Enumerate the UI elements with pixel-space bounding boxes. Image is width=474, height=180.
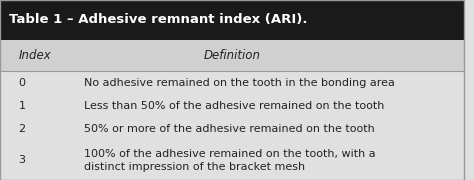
Text: 100% of the adhesive remained on the tooth, with a
distinct impression of the br: 100% of the adhesive remained on the too…	[83, 149, 375, 172]
Text: 3: 3	[18, 155, 26, 165]
Text: Index: Index	[18, 49, 51, 62]
FancyBboxPatch shape	[0, 117, 465, 140]
Text: Table 1 – Adhesive remnant index (ARI).: Table 1 – Adhesive remnant index (ARI).	[9, 13, 308, 26]
Text: Definition: Definition	[204, 49, 261, 62]
Text: 50% or more of the adhesive remained on the tooth: 50% or more of the adhesive remained on …	[83, 124, 374, 134]
FancyBboxPatch shape	[0, 71, 465, 94]
FancyBboxPatch shape	[0, 94, 465, 117]
Text: 2: 2	[18, 124, 26, 134]
FancyBboxPatch shape	[0, 140, 465, 180]
Text: No adhesive remained on the tooth in the bonding area: No adhesive remained on the tooth in the…	[83, 78, 394, 88]
Text: 0: 0	[18, 78, 26, 88]
Text: Less than 50% of the adhesive remained on the tooth: Less than 50% of the adhesive remained o…	[83, 101, 384, 111]
FancyBboxPatch shape	[0, 40, 465, 71]
Text: 1: 1	[18, 101, 26, 111]
FancyBboxPatch shape	[0, 0, 465, 40]
